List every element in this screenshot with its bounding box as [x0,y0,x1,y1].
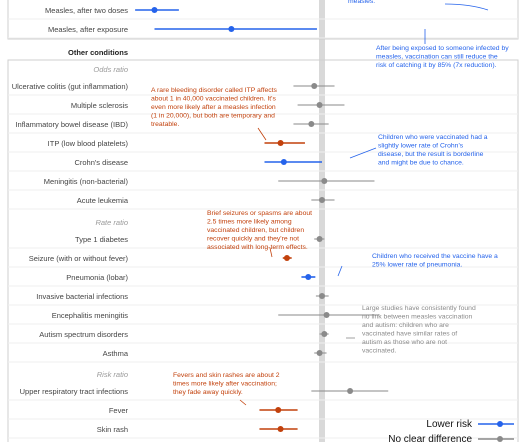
row-label: Measles, after two doses [45,6,128,15]
point-estimate [311,83,318,89]
row-label: Pneumonia (lobar) [66,273,128,282]
row-label: Autism spectrum disorders [39,330,128,339]
annotation-autism: Large studies have consistently found no … [362,305,476,355]
point-estimate [321,331,328,337]
annotation-pneumonia: Children who received the vaccine have a… [372,253,498,269]
note-connector [444,3,489,11]
top-section-box [7,0,519,40]
point-estimate [280,159,287,165]
legend-marker [497,436,503,442]
annotation-seizure: Brief seizures or spasms are about 2.5 ti… [207,210,312,251]
point-estimate [228,26,235,32]
point-estimate [316,350,323,356]
row-label: Multiple sclerosis [71,101,128,110]
row-label: Seizure (with or without fever) [29,254,129,263]
exposure-note: After being exposed to someone infected … [376,45,509,69]
point-estimate [347,388,354,394]
point-estimate [316,236,323,242]
row-label: Fever [109,406,129,415]
point-estimate [323,312,330,318]
row-label: Type 1 diabetes [75,235,128,244]
group-sublabel: Odds ratio [93,65,128,74]
row-label: Encephalitis meningitis [52,311,129,320]
point-estimate [277,140,284,146]
top-note-measles: measles. [348,0,375,5]
group-sublabel: Risk ratio [97,370,128,379]
annotation-itp: A rare bleeding disorder called ITP affe… [151,87,278,128]
point-estimate [319,293,325,299]
annotation-connector [337,265,343,277]
legend-label: No clear difference [388,434,472,442]
annotation-connector [349,147,377,159]
reference-line [319,0,325,442]
legend-label: Lower risk [426,419,473,430]
row-label: Upper respiratory tract infections [20,387,129,396]
group-sublabel: Rate ratio [95,218,128,227]
point-estimate [308,121,315,127]
row-label: Measles, after exposure [48,25,128,34]
point-estimate [321,178,328,184]
point-estimate [319,197,325,203]
point-estimate [151,7,158,13]
annotation-connector [239,399,247,406]
row-label: Meningitis (non-bacterial) [44,177,129,186]
point-estimate [277,426,284,432]
point-estimate [305,274,312,280]
annotation-crohns: Children who were vaccinated had a slight… [378,134,488,167]
row-label: Inflammatory bowel disease (IBD) [15,120,128,129]
row-label: Ulcerative colitis (gut inflammation) [12,82,129,91]
row-label: Crohn's disease [74,158,128,167]
section-title: Other conditions [68,48,128,57]
row-label: Acute leukemia [77,196,129,205]
row-label: Asthma [103,349,129,358]
row-label: ITP (low blood platelets) [48,139,129,148]
annotation-connector [257,127,267,141]
point-estimate [316,102,323,108]
row-label: Invasive bacterial infections [36,292,128,301]
point-estimate [275,407,282,413]
other-section-box [7,59,519,442]
annotation-fever-rash: Fevers and skin rashes are about 2 times … [173,372,280,396]
annotation-connector [269,247,273,258]
row-label: Skin rash [97,425,128,434]
legend-marker [497,421,503,427]
point-estimate [283,255,290,261]
